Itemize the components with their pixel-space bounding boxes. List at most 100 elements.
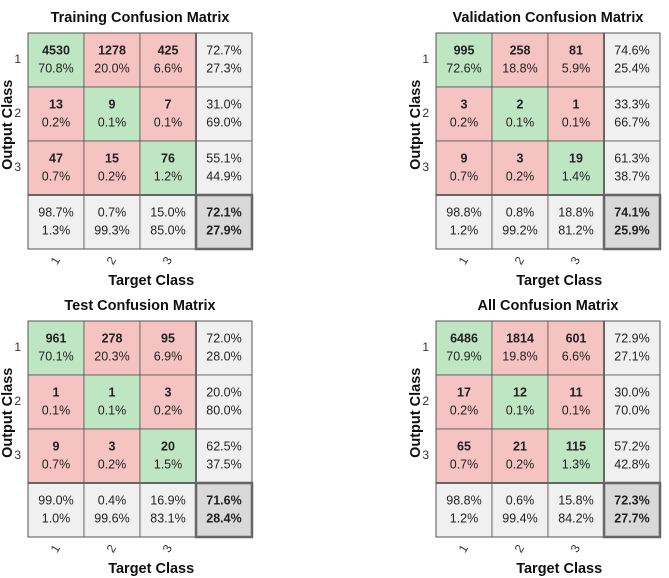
cell-percent: 20.0% (94, 61, 129, 75)
cell-percent: 0.7% (450, 169, 479, 183)
cell-count: 95 (161, 331, 175, 345)
cell-count: 1 (573, 97, 580, 111)
col-summary-cell-correct: 0.6% (506, 493, 535, 507)
row-summary-cell (603, 32, 661, 88)
cell-count: 425 (158, 43, 179, 57)
cell-count: 961 (46, 331, 67, 345)
matrix-cell (27, 86, 85, 142)
cell-count: 6486 (450, 331, 478, 345)
panel-title: Training Confusion Matrix (51, 10, 230, 26)
col-summary-cell (547, 482, 605, 538)
overall-cell-error: 25.9% (614, 223, 649, 237)
cell-count: 9 (109, 97, 116, 111)
col-summary-cell (435, 194, 493, 250)
matrix-cell (139, 32, 197, 88)
matrix-cell (547, 320, 605, 376)
cell-percent: 0.1% (42, 403, 71, 417)
overall-cell-correct: 72.3% (614, 493, 649, 507)
cell-count: 3 (109, 439, 116, 453)
matrix-cell (435, 374, 493, 430)
cell-percent: 0.2% (506, 169, 535, 183)
cell-percent: 5.9% (562, 61, 591, 75)
overall-cell (195, 194, 253, 250)
col-summary-cell-correct: 98.8% (446, 493, 481, 507)
col-summary-cell-correct: 98.8% (446, 205, 481, 219)
cell-count: 17 (457, 385, 471, 399)
cell-count: 995 (454, 43, 475, 57)
overall-cell-correct: 74.1% (614, 205, 649, 219)
cell-count: 65 (457, 439, 471, 453)
matrix-cell (27, 32, 85, 88)
col-tick-label: 1 (48, 542, 64, 555)
grid-border (27, 32, 253, 250)
row-summary-cell-error: 80.0% (206, 403, 241, 417)
matrix-cell (83, 428, 141, 484)
col-tick-label: 2 (104, 542, 120, 555)
cell-count: 115 (566, 439, 586, 453)
row-summary-cell (195, 140, 253, 196)
matrix-cell (491, 32, 549, 88)
overall-cell-correct: 71.6% (206, 493, 241, 507)
col-summary-cell-correct: 0.8% (506, 205, 535, 219)
cell-percent: 0.1% (562, 403, 591, 417)
y-axis-label: Output Class (408, 80, 424, 170)
col-summary-cell (491, 482, 549, 538)
col-tick-label: 2 (512, 254, 528, 267)
row-tick-label: 3 (422, 448, 429, 462)
col-summary-cell-error: 81.2% (558, 223, 593, 237)
cell-percent: 70.8% (38, 61, 73, 75)
row-tick-label: 2 (14, 106, 21, 120)
cell-count: 7 (165, 97, 172, 111)
col-summary-cell-error: 1.0% (42, 511, 71, 525)
y-axis-label: Output Class (408, 368, 424, 458)
cell-percent: 0.1% (154, 115, 183, 129)
overall-border (602, 193, 662, 251)
row-summary-cell-correct: 33.3% (614, 97, 649, 111)
row-summary-cell-correct: 72.0% (206, 331, 241, 345)
cell-count: 3 (165, 385, 172, 399)
row-tick-label: 1 (422, 340, 429, 354)
x-axis-label: Target Class (516, 273, 602, 289)
matrix-cell (139, 428, 197, 484)
col-summary-cell-error: 83.1% (150, 511, 185, 525)
matrix-cell (83, 32, 141, 88)
cell-percent: 0.2% (154, 403, 183, 417)
row-summary-cell-error: 42.8% (614, 457, 649, 471)
panel-title: Test Confusion Matrix (64, 298, 215, 314)
col-summary-cell (435, 482, 493, 538)
cell-count: 4530 (42, 43, 70, 57)
matrix-cell (547, 374, 605, 430)
col-tick-label: 1 (456, 254, 472, 267)
matrix-cell (491, 86, 549, 142)
matrix-cell (547, 32, 605, 88)
row-summary-cell (603, 374, 661, 430)
col-summary-cell (83, 194, 141, 250)
overall-cell (195, 482, 253, 538)
matrix-cell (547, 428, 605, 484)
cell-count: 3 (517, 151, 524, 165)
cell-percent: 0.7% (450, 457, 479, 471)
row-summary-cell (603, 428, 661, 484)
row-summary-cell-correct: 72.9% (614, 331, 649, 345)
row-summary-cell-correct: 30.0% (614, 385, 649, 399)
cell-percent: 0.1% (98, 115, 127, 129)
cell-count: 81 (569, 43, 583, 57)
col-summary-cell-correct: 15.0% (150, 205, 185, 219)
cell-count: 12 (513, 385, 527, 399)
matrix-cell (83, 140, 141, 196)
cell-percent: 70.1% (38, 349, 73, 363)
cell-percent: 20.3% (94, 349, 129, 363)
row-summary-cell-error: 27.3% (206, 61, 241, 75)
overall-cell (603, 194, 661, 250)
y-axis-label: Output Class (0, 80, 16, 170)
row-summary-cell-error: 28.0% (206, 349, 241, 363)
col-summary-cell (139, 482, 197, 538)
matrix-cell (435, 140, 493, 196)
matrix-cell (435, 320, 493, 376)
matrix-cell (491, 140, 549, 196)
overall-cell-correct: 72.1% (206, 205, 241, 219)
cell-count: 20 (161, 439, 175, 453)
cell-percent: 0.2% (506, 457, 535, 471)
row-summary-cell-correct: 57.2% (614, 439, 649, 453)
row-summary-cell (195, 374, 253, 430)
